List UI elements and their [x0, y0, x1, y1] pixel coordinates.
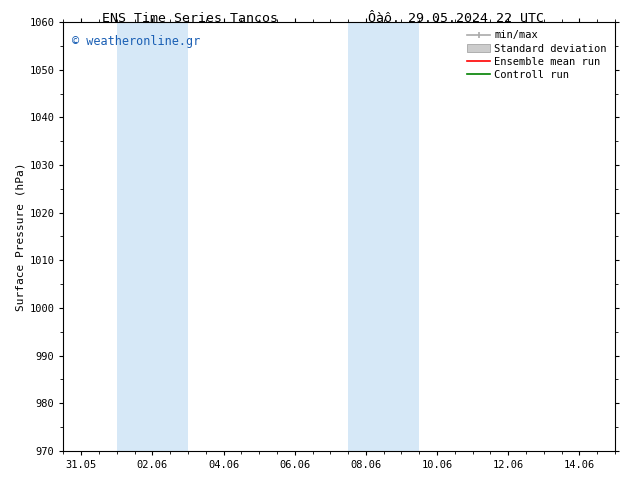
Text: © weatheronline.gr: © weatheronline.gr [72, 35, 200, 48]
Text: Ôàô. 29.05.2024 22 UTC: Ôàô. 29.05.2024 22 UTC [368, 12, 545, 25]
Bar [117, 22, 188, 451]
Text: ENS Time Series Tancos: ENS Time Series Tancos [102, 12, 278, 25]
Y-axis label: Surface Pressure (hPa): Surface Pressure (hPa) [15, 162, 25, 311]
Bar [348, 22, 419, 451]
Legend: min/max, Standard deviation, Ensemble mean run, Controll run: min/max, Standard deviation, Ensemble me… [464, 27, 610, 83]
